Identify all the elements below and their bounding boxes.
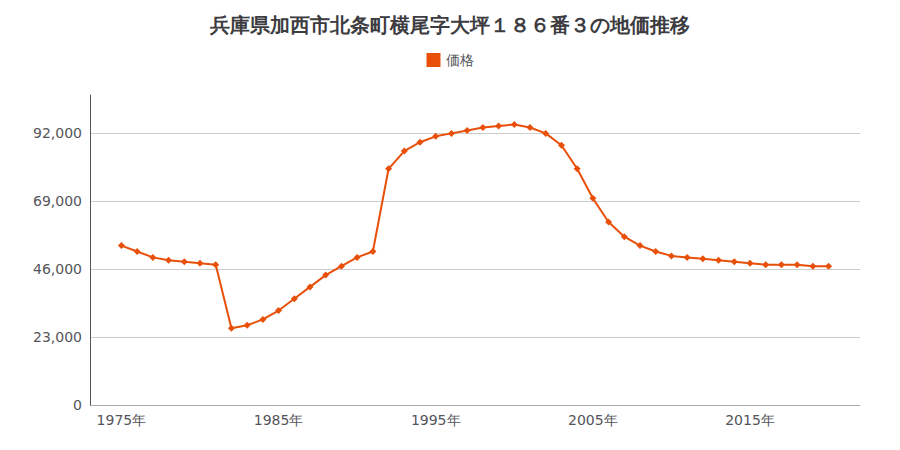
svg-text:1975年: 1975年 (97, 412, 147, 428)
svg-text:2005年: 2005年 (568, 412, 618, 428)
svg-text:1985年: 1985年 (254, 412, 304, 428)
svg-text:69,000: 69,000 (33, 193, 82, 209)
svg-text:0: 0 (73, 397, 82, 413)
svg-text:23,000: 23,000 (33, 329, 82, 345)
svg-text:46,000: 46,000 (33, 261, 82, 277)
svg-text:1995年: 1995年 (411, 412, 461, 428)
svg-text:兵庫県加西市北条町横尾字大坪１８６番３の地価推移: 兵庫県加西市北条町横尾字大坪１８６番３の地価推移 (209, 13, 690, 37)
svg-text:92,000: 92,000 (33, 125, 82, 141)
svg-text:価格: 価格 (446, 52, 474, 68)
svg-text:2015年: 2015年 (725, 412, 775, 428)
